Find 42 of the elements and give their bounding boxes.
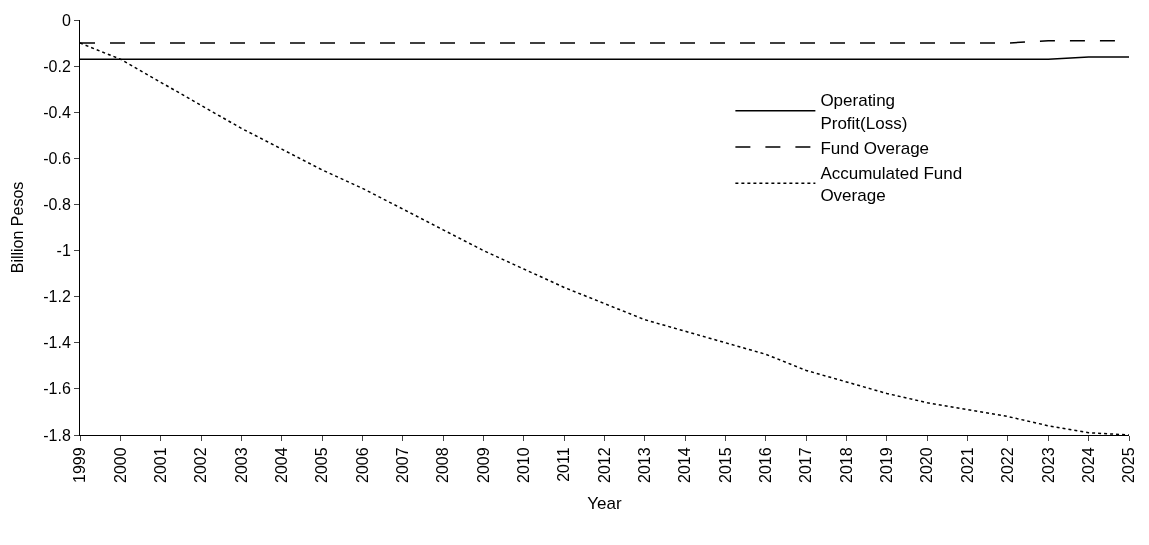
y-tick-label: 0 — [61, 11, 71, 29]
y-tick-label: -0.2 — [43, 57, 71, 75]
x-tick-label: 2019 — [878, 447, 896, 483]
y-tick-label: -0.4 — [43, 103, 71, 121]
x-tick-label: 2002 — [192, 447, 210, 483]
x-tick-label: 2015 — [716, 447, 734, 483]
x-tick-label: 2023 — [1039, 447, 1057, 483]
x-tick-label: 2005 — [313, 447, 331, 483]
legend-label: Accumulated Fund Overage — [820, 163, 963, 205]
x-tick-label: 2001 — [151, 447, 169, 483]
x-tick-label: 2012 — [595, 447, 613, 483]
legend-label: Fund Overage — [820, 138, 930, 158]
x-tick-label: 2008 — [434, 447, 452, 483]
x-tick-label: 2021 — [958, 447, 976, 483]
x-tick-label: 2016 — [757, 447, 775, 483]
x-tick-label: 2000 — [111, 447, 129, 483]
x-tick-label: 2018 — [837, 447, 855, 483]
x-tick-label: 2003 — [232, 447, 250, 483]
x-tick-label: 2025 — [1120, 447, 1138, 483]
x-tick-label: 2007 — [393, 447, 411, 483]
y-tick-label: -0.8 — [43, 196, 71, 214]
x-axis-title: Year — [587, 494, 623, 514]
x-tick-label: 2022 — [999, 447, 1017, 483]
y-tick-label: -1.6 — [43, 380, 71, 398]
y-axis-title: Billion Pesos — [9, 181, 27, 274]
y-tick-label: -1.2 — [43, 288, 71, 306]
legend-label: Operating Profit(Loss) — [820, 91, 908, 133]
y-tick-label: -1.4 — [43, 334, 71, 352]
y-tick-label: -0.6 — [43, 149, 71, 167]
x-tick-label: 1999 — [71, 447, 89, 483]
x-tick-label: 2006 — [353, 447, 371, 483]
x-tick-label: 2014 — [676, 447, 694, 483]
x-tick-label: 2009 — [474, 447, 492, 483]
x-tick-label: 2020 — [918, 447, 936, 483]
x-tick-label: 2017 — [797, 447, 815, 483]
x-tick-label: 2024 — [1079, 447, 1097, 483]
y-tick-label: -1.8 — [43, 426, 71, 444]
x-tick-label: 2010 — [515, 447, 533, 483]
x-tick-label: 2013 — [636, 447, 654, 483]
y-tick-label: -1 — [56, 242, 71, 260]
x-tick-label: 2011 — [555, 447, 573, 482]
x-tick-label: 2004 — [272, 447, 290, 483]
